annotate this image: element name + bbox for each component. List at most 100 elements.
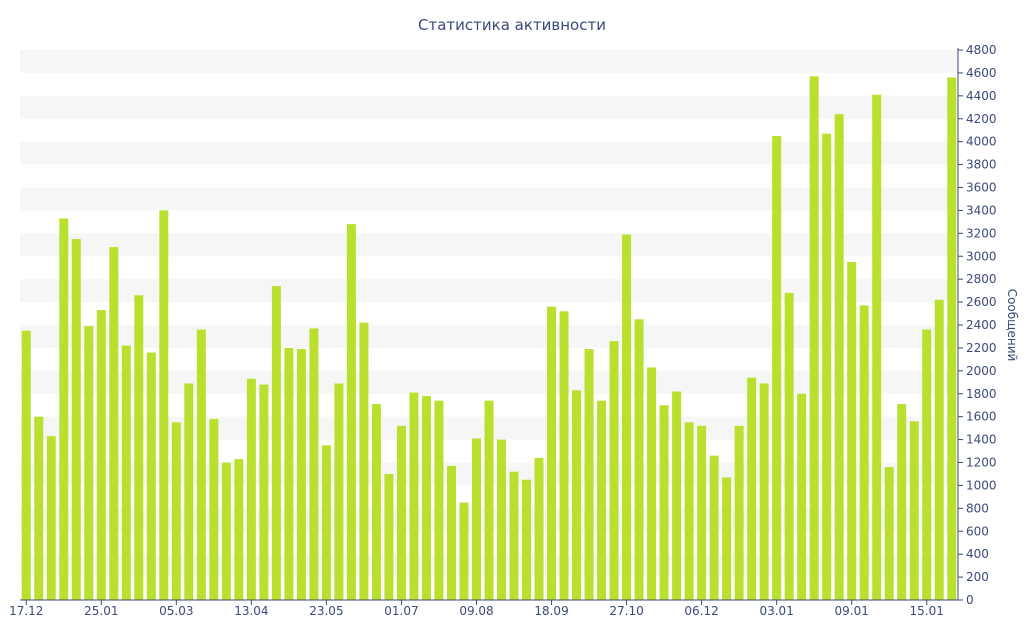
bar [71,239,81,600]
x-tick-label: 01.07 [384,604,418,618]
bar [622,234,632,601]
bar [634,319,644,600]
bar [584,349,594,600]
grid-band [20,325,958,348]
y-tick-label: 3400 [966,203,997,217]
bar [859,305,869,600]
y-tick-label: 600 [966,524,989,538]
bar [934,299,944,600]
y-tick-label: 200 [966,570,989,584]
bar [647,367,657,600]
bar [434,400,444,601]
bar [872,94,882,600]
bar [209,418,219,600]
bar [734,425,744,600]
x-tick-label: 13.04 [234,604,268,618]
y-tick-label: 3800 [966,158,997,172]
bar [259,384,269,600]
y-tick-label: 1400 [966,433,997,447]
y-tick-label: 4600 [966,66,997,80]
bar [597,400,607,601]
bar [459,502,469,600]
bar [471,438,481,600]
bar [497,439,506,600]
x-tick-label: 18.09 [534,604,568,618]
bar [834,114,844,601]
grid-band [20,279,958,303]
bar [246,378,256,600]
x-tick-label: 09.01 [835,604,869,618]
grid-band [20,233,958,257]
bar [897,404,907,600]
bar [346,224,356,601]
bar [196,329,206,600]
bar [321,445,331,600]
bar [609,341,619,600]
y-tick-label: 3000 [966,249,997,263]
y-tick-label: 400 [966,547,989,561]
x-tick-label: 17.12 [9,604,43,618]
x-tick-label: 25.01 [84,604,118,618]
bar [284,347,294,600]
bar [534,457,544,600]
bar [384,473,394,600]
y-tick-label: 1600 [966,410,997,424]
bar [547,306,557,600]
bar [847,261,857,600]
y-tick-label: 1000 [966,478,997,492]
y-tick-label: 3600 [966,181,997,195]
grid-band [20,141,958,165]
bar [121,345,131,601]
bar [822,133,832,600]
bar [697,425,707,600]
bar [46,436,56,600]
bar [334,383,344,600]
y-tick-label: 4400 [966,89,997,103]
bar [672,391,682,600]
bar [34,416,44,600]
y-tick-label: 800 [966,501,989,515]
bar [59,218,69,600]
bar [21,330,31,600]
grid-band [20,95,958,119]
y-tick-label: 2200 [966,341,997,355]
bar [109,247,119,600]
y-tick-label: 2000 [966,364,997,378]
x-tick-label: 09.08 [459,604,493,618]
bar [84,326,94,600]
bar [522,479,532,600]
bar [396,425,406,600]
bar [221,462,231,600]
bar [146,352,156,600]
y-tick-label: 0 [966,593,974,607]
bar [709,455,719,601]
bar [171,422,181,600]
x-tick-label: 05.03 [159,604,193,618]
bar [559,311,569,600]
bar-series [21,76,957,601]
y-tick-label: 4800 [966,43,997,57]
bar [359,322,369,600]
bar [296,349,306,600]
y-tick-label: 2800 [966,272,997,286]
chart-title: Статистика активности [418,16,606,34]
bar [909,421,919,600]
bar [184,383,194,600]
grid-band [20,50,958,73]
y-tick-label: 1800 [966,387,997,401]
bar [797,393,807,600]
bar [234,459,244,600]
bar [922,329,932,600]
bar [572,390,582,600]
bar [947,77,957,600]
bar [772,135,782,600]
bar [484,400,494,601]
x-tick-label: 03.01 [759,604,793,618]
bar [722,477,732,600]
x-tick-label: 06.12 [684,604,718,618]
bar [134,295,144,600]
x-axis-ticks: 17.12 25.01 05.03 13.04 23.05 01.07 09.08 18.09… [9,600,944,618]
y-tick-label: 3200 [966,226,997,240]
bar [747,377,757,600]
